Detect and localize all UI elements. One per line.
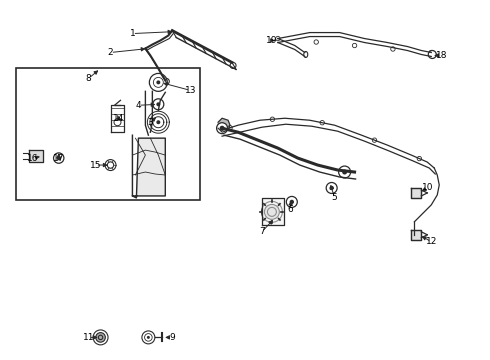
Circle shape bbox=[156, 120, 160, 124]
Circle shape bbox=[142, 331, 155, 344]
Text: 1: 1 bbox=[129, 29, 135, 38]
Circle shape bbox=[96, 333, 105, 342]
Circle shape bbox=[290, 200, 294, 204]
Circle shape bbox=[230, 62, 236, 68]
Circle shape bbox=[105, 159, 116, 171]
Circle shape bbox=[417, 156, 421, 161]
Circle shape bbox=[153, 77, 163, 87]
Circle shape bbox=[147, 336, 150, 339]
Polygon shape bbox=[412, 188, 421, 198]
Circle shape bbox=[320, 121, 324, 125]
Circle shape bbox=[228, 126, 232, 130]
Text: 16: 16 bbox=[27, 154, 39, 163]
Circle shape bbox=[276, 36, 280, 41]
Text: 17: 17 bbox=[53, 154, 65, 163]
Text: 3: 3 bbox=[147, 118, 153, 127]
Text: 18: 18 bbox=[436, 51, 447, 60]
Bar bbox=[16, 68, 200, 200]
Circle shape bbox=[372, 138, 377, 142]
Text: 13: 13 bbox=[184, 86, 196, 95]
Text: 11: 11 bbox=[83, 333, 95, 342]
Text: 14: 14 bbox=[113, 114, 124, 123]
Circle shape bbox=[153, 99, 164, 110]
Circle shape bbox=[391, 47, 395, 51]
Circle shape bbox=[53, 153, 64, 163]
Text: 5: 5 bbox=[332, 193, 338, 202]
Circle shape bbox=[352, 43, 357, 48]
Circle shape bbox=[149, 73, 167, 91]
Polygon shape bbox=[132, 135, 165, 198]
Text: 8: 8 bbox=[86, 74, 92, 83]
Circle shape bbox=[217, 123, 227, 134]
Text: 15: 15 bbox=[90, 161, 101, 170]
Circle shape bbox=[342, 170, 347, 175]
Text: 6: 6 bbox=[287, 206, 293, 215]
Circle shape bbox=[145, 334, 152, 341]
Circle shape bbox=[428, 50, 436, 58]
Ellipse shape bbox=[304, 51, 308, 58]
Text: 10: 10 bbox=[421, 184, 433, 193]
Text: 9: 9 bbox=[170, 333, 175, 342]
Circle shape bbox=[114, 119, 121, 126]
Polygon shape bbox=[412, 230, 421, 240]
Circle shape bbox=[329, 186, 334, 190]
Circle shape bbox=[314, 40, 319, 44]
Circle shape bbox=[339, 166, 350, 178]
Circle shape bbox=[270, 117, 274, 121]
Polygon shape bbox=[262, 198, 284, 225]
Text: 19: 19 bbox=[266, 36, 278, 45]
Text: 4: 4 bbox=[136, 101, 141, 110]
Circle shape bbox=[220, 126, 224, 131]
Text: 12: 12 bbox=[426, 237, 437, 246]
Circle shape bbox=[429, 50, 434, 55]
Circle shape bbox=[326, 183, 337, 193]
Polygon shape bbox=[29, 150, 43, 162]
Circle shape bbox=[107, 162, 114, 168]
Circle shape bbox=[156, 80, 160, 84]
Circle shape bbox=[163, 78, 169, 84]
Circle shape bbox=[286, 197, 297, 207]
Polygon shape bbox=[218, 118, 230, 132]
Circle shape bbox=[56, 156, 61, 160]
Circle shape bbox=[265, 204, 279, 219]
Text: 2: 2 bbox=[108, 48, 113, 57]
Text: 7: 7 bbox=[259, 227, 265, 236]
Circle shape bbox=[156, 102, 160, 106]
